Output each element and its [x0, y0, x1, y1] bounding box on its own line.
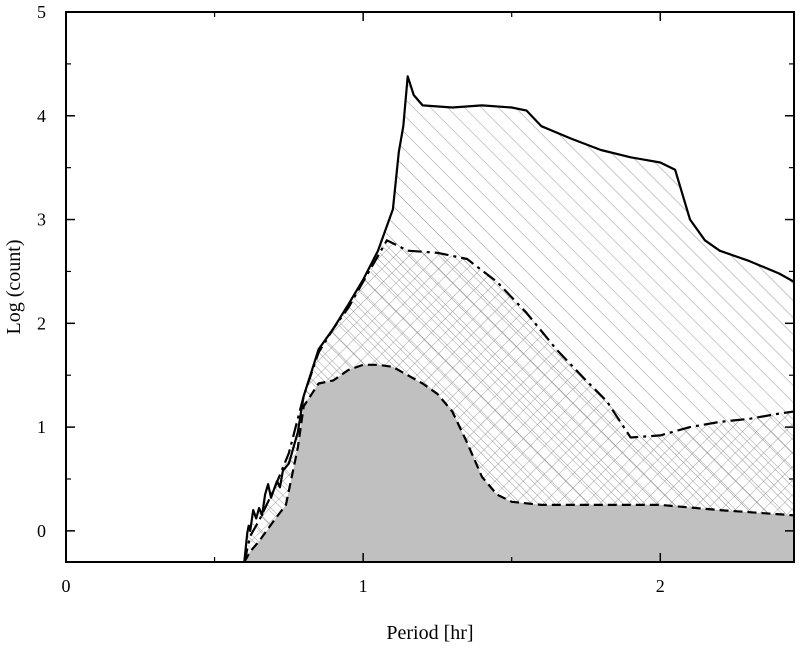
line-lower-dashed — [243, 363, 794, 562]
area-layer — [244, 76, 794, 562]
y-tick-label: 4 — [37, 106, 46, 126]
x-axis-title: Period [hr] — [386, 622, 473, 644]
y-tick-label: 1 — [37, 417, 46, 437]
x-tick-label: 1 — [359, 576, 368, 596]
area-lower-dashed — [244, 364, 794, 562]
axis-ticks — [65, 11, 794, 562]
y-tick-label: 2 — [37, 313, 46, 333]
y-tick-label: 5 — [37, 2, 46, 22]
y-axis-title: Log (count) — [3, 240, 25, 335]
x-tick-label: 0 — [62, 576, 71, 596]
y-tick-label: 3 — [37, 210, 46, 230]
x-tick-label: 2 — [656, 576, 665, 596]
line-upper-solid — [243, 75, 794, 562]
line-middle-dash-dot — [243, 239, 794, 562]
axis-tick-labels: 0 1 2 0 1 2 3 4 5 — [37, 2, 665, 596]
plot-frame — [65, 11, 795, 563]
y-tick-label: 0 — [37, 521, 46, 541]
line-layer — [243, 75, 794, 562]
